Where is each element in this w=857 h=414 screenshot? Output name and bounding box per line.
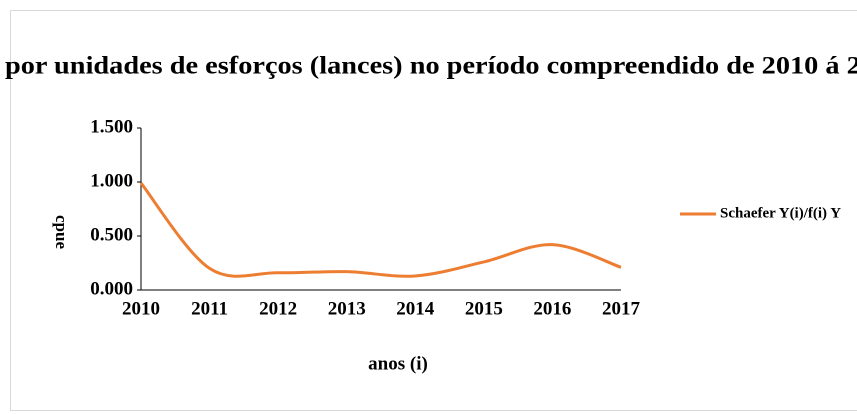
x-tick-label: 2017 (602, 298, 641, 319)
line-series (139, 182, 622, 278)
x-tick-label: 2013 (328, 298, 366, 319)
x-tick-label: 2011 (191, 298, 228, 319)
y-tick-label: 0.000 (90, 278, 133, 299)
y-axis-label: cpue (52, 215, 71, 249)
y-tick-label: 1.500 (90, 116, 133, 137)
y-tick-label: 0.500 (90, 224, 133, 245)
y-tick-label: 1.000 (90, 170, 133, 191)
x-tick-label: 2015 (465, 298, 503, 319)
x-tick-label: 2014 (396, 298, 435, 319)
x-tick-label: 2016 (533, 298, 571, 319)
legend-label: Schaefer Y(i)/f(i) Y (720, 205, 841, 221)
chart-border (10, 10, 857, 411)
x-tick-label: 2012 (259, 298, 297, 319)
chart-title: por unidades de esforços (lances) no per… (5, 53, 857, 80)
x-axis-label: anos (i) (368, 353, 428, 374)
x-tick-label: 2010 (122, 298, 160, 319)
